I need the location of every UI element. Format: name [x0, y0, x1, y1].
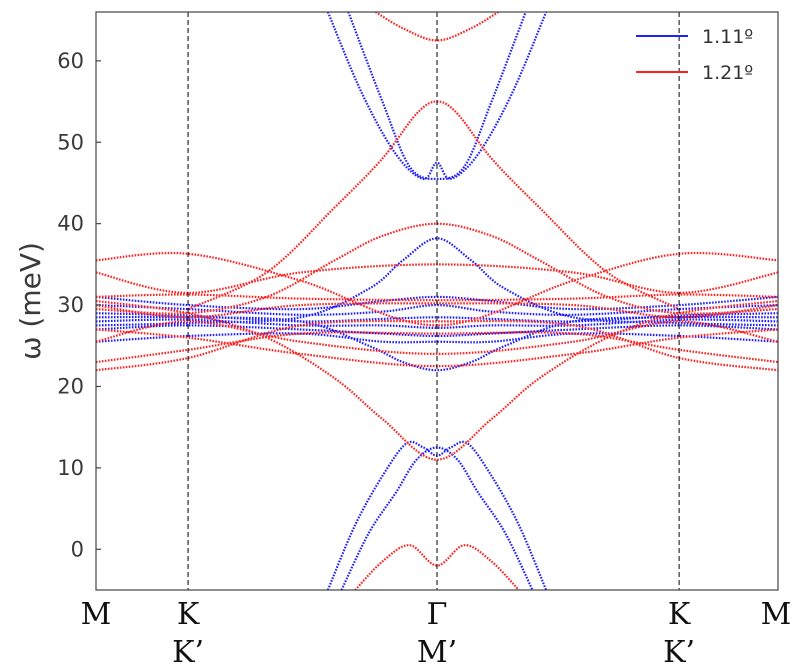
kpoint-sublabel: M’ [417, 635, 457, 670]
kpoint-label: M [81, 597, 112, 632]
y-tick-label: 30 [57, 293, 84, 317]
band-line [354, 544, 520, 590]
kpoint-sublabel: K’ [172, 635, 204, 670]
kpoint-label: K [177, 597, 200, 632]
band-line [187, 100, 680, 311]
legend: 1.11º 1.21º [636, 26, 753, 84]
y-tick-label: 0 [71, 537, 84, 561]
high-symmetry-labels: M KK’ΓM’KK’M [81, 597, 792, 670]
band-line [96, 320, 778, 356]
y-tick-label: 20 [57, 374, 84, 398]
band-line [347, 12, 527, 181]
high-symmetry-lines [187, 12, 680, 590]
band-line [96, 332, 778, 344]
band-line [375, 12, 499, 42]
plot-frame [95, 11, 779, 591]
y-tick-label: 40 [57, 212, 84, 236]
y-tick-label: 10 [57, 456, 84, 480]
y-axis: 0 10 20 30 40 50 60 [57, 49, 101, 561]
legend-label: 1.21º [702, 62, 753, 84]
kpoint-sublabel: K’ [663, 635, 695, 670]
y-tick-label: 60 [57, 49, 84, 73]
kpoint-label: M [761, 597, 792, 632]
kpoint-label: K [668, 597, 691, 632]
y-axis-label: ω (meV) [14, 242, 47, 360]
band-line [96, 251, 778, 327]
kpoint-label: Γ [427, 597, 448, 632]
legend-label: 1.11º [702, 26, 753, 48]
band-line [96, 299, 778, 461]
y-tick-label: 50 [57, 130, 84, 154]
band-line [326, 12, 548, 180]
